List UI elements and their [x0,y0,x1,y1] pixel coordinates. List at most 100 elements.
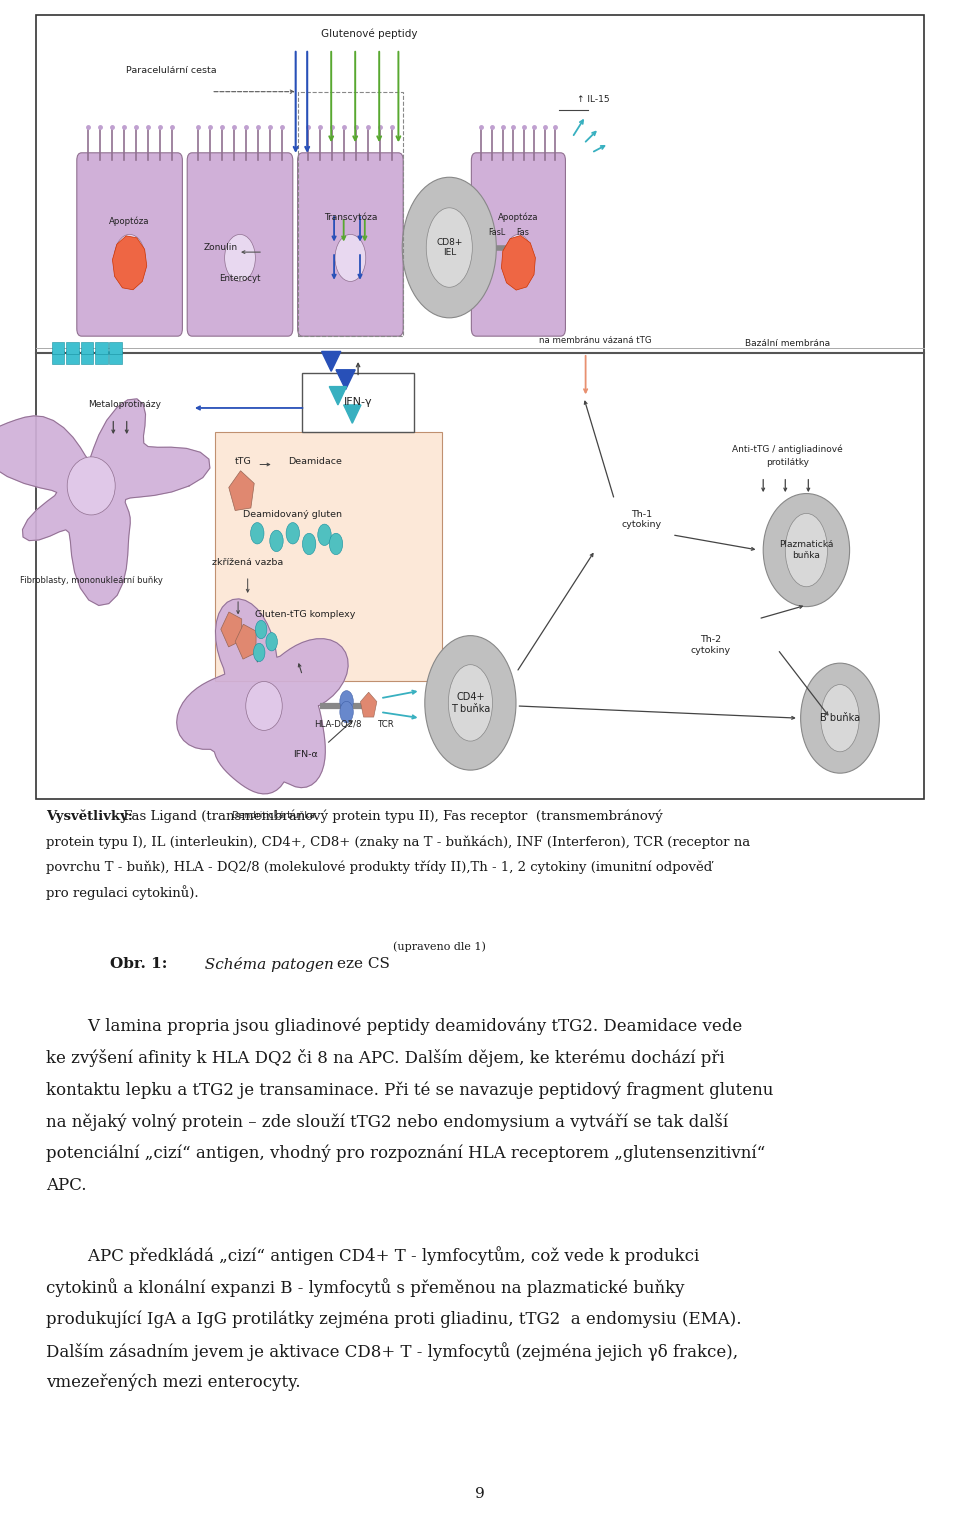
Text: Zonulin: Zonulin [204,243,238,252]
Text: IFN-α: IFN-α [293,750,318,759]
FancyBboxPatch shape [66,351,79,364]
Ellipse shape [785,513,828,587]
FancyBboxPatch shape [95,351,108,364]
Ellipse shape [114,234,145,281]
FancyBboxPatch shape [471,153,565,336]
Text: TCR: TCR [377,720,395,729]
Ellipse shape [763,494,850,607]
Text: APC předkládá „cizí“ antigen CD4+ T - lymfocytům, což vede k produkci: APC předkládá „cizí“ antigen CD4+ T - ly… [46,1247,699,1265]
Circle shape [340,701,353,723]
Ellipse shape [448,665,492,741]
Text: vmezeřených mezi enterocyty.: vmezeřených mezi enterocyty. [46,1374,300,1390]
Circle shape [286,523,300,544]
Circle shape [302,533,316,555]
Text: Paracelulární cesta: Paracelulární cesta [126,66,216,75]
Text: Dalším zásadním jevem je aktivace CD8+ T - lymfocytů (zejména jejich γδ frakce),: Dalším zásadním jevem je aktivace CD8+ T… [46,1342,738,1361]
FancyBboxPatch shape [95,342,108,354]
FancyBboxPatch shape [52,351,64,364]
Text: Fas Ligand (transmembránový protein typu II), Fas receptor  (transmembránový: Fas Ligand (transmembránový protein typu… [119,810,662,824]
Text: FasL: FasL [489,228,506,237]
FancyBboxPatch shape [187,153,293,336]
Text: V lamina propria jsou gliadinové peptidy deamidovány tTG2. Deamidace vede: V lamina propria jsou gliadinové peptidy… [46,1018,742,1034]
Ellipse shape [246,681,282,730]
FancyBboxPatch shape [109,351,122,364]
FancyBboxPatch shape [81,351,93,364]
Ellipse shape [335,234,366,281]
Text: CD4+
T buňka: CD4+ T buňka [451,692,490,714]
Text: protilátky: protilátky [766,458,808,468]
Text: Transcytóza: Transcytóza [324,212,377,222]
Text: na membránu vázaná tTG: na membránu vázaná tTG [539,336,652,345]
Text: B buňka: B buňka [820,714,860,723]
Text: Fibroblasty, mononukleární buňky: Fibroblasty, mononukleární buňky [20,576,162,585]
FancyBboxPatch shape [298,153,403,336]
Text: eze CS: eze CS [337,957,390,970]
Text: produkující IgA a IgG protilátky zejména proti gliadinu, tTG2  a endomysiu (EMA): produkující IgA a IgG protilátky zejména… [46,1309,741,1328]
Ellipse shape [424,636,516,770]
Polygon shape [0,399,210,605]
Text: ke zvýšení afinity k HLA DQ2 či 8 na APC. Dalším dějem, ke kterému dochází při: ke zvýšení afinity k HLA DQ2 či 8 na APC… [46,1050,725,1068]
Ellipse shape [801,663,879,773]
Text: protein typu I), IL (interleukin), CD4+, CD8+ (znaky na T - buňkách), INF (Inter: protein typu I), IL (interleukin), CD4+,… [46,834,751,848]
Text: Glutenové peptidy: Glutenové peptidy [322,29,418,38]
Text: 9: 9 [475,1487,485,1502]
Text: Th-1
cytokiny: Th-1 cytokiny [621,510,661,529]
Text: Gluten-tTG komplexy: Gluten-tTG komplexy [255,610,355,619]
Circle shape [253,643,265,662]
Ellipse shape [225,234,255,281]
Text: CD8+
IEL: CD8+ IEL [436,238,463,257]
FancyBboxPatch shape [302,373,414,432]
Ellipse shape [821,685,859,752]
Text: povrchu T - buňk), HLA - DQ2/8 (molekulové produkty třídy II),Th - 1, 2 cytokiny: povrchu T - buňk), HLA - DQ2/8 (molekulo… [46,860,712,874]
FancyBboxPatch shape [215,432,442,681]
Text: Deamidovaný gluten: Deamidovaný gluten [243,510,343,520]
Text: Apoptóza: Apoptóza [109,217,150,226]
Circle shape [255,620,267,639]
Text: IFN-γ: IFN-γ [344,397,372,406]
Text: Apoptóza: Apoptóza [498,212,539,222]
Polygon shape [344,405,361,423]
Circle shape [251,523,264,544]
FancyBboxPatch shape [81,342,93,354]
Ellipse shape [402,177,496,318]
FancyBboxPatch shape [77,153,182,336]
Text: HLA-DQ2/8: HLA-DQ2/8 [314,720,362,729]
Ellipse shape [67,457,115,515]
Polygon shape [177,599,348,795]
Text: APC.: APC. [46,1177,86,1193]
Text: tTG: tTG [234,457,252,466]
Circle shape [270,530,283,552]
Polygon shape [329,387,347,405]
Text: Obr. 1:: Obr. 1: [110,957,168,970]
Text: na nějaký volný protein – zde slouží tTG2 nebo endomysium a vytváří se tak další: na nějaký volný protein – zde slouží tTG… [46,1112,729,1131]
Ellipse shape [426,208,472,287]
Circle shape [318,524,331,545]
Text: Metaloprotinázy: Metaloprotinázy [88,400,161,410]
Text: Bazální membrána: Bazální membrána [745,339,829,348]
FancyBboxPatch shape [66,342,79,354]
Text: (upraveno dle 1): (upraveno dle 1) [393,941,486,952]
Text: Plazmatická
buňka: Plazmatická buňka [780,541,833,559]
FancyBboxPatch shape [109,342,122,354]
Text: Fas: Fas [516,228,529,237]
Text: ↑ IL-15: ↑ IL-15 [577,95,610,104]
Text: Th-2
cytokiny: Th-2 cytokiny [690,636,731,654]
Circle shape [329,533,343,555]
Polygon shape [336,370,355,390]
Circle shape [340,691,353,712]
Text: potenciální „cizí“ antigen, vhodný pro rozpoznání HLA receptorem „glutensenzitiv: potenciální „cizí“ antigen, vhodný pro r… [46,1144,765,1163]
Text: Anti-tTG / antigliadinové: Anti-tTG / antigliadinové [732,445,843,454]
Text: Vysvětlivky:: Vysvětlivky: [46,810,132,824]
Text: Schéma patogen: Schéma patogen [195,957,334,972]
Text: cytokinů a klonální expanzi B - lymfocytů s přeměnou na plazmatické buňky: cytokinů a klonální expanzi B - lymfocyt… [46,1279,684,1297]
Circle shape [266,633,277,651]
FancyBboxPatch shape [52,342,64,354]
Ellipse shape [505,234,532,281]
Text: Enterocyt: Enterocyt [219,274,261,283]
Text: zkřížená vazba: zkřížená vazba [212,558,283,567]
Text: Dendritická buňka: Dendritická buňka [232,811,315,821]
Text: pro regulaci cytokinů).: pro regulaci cytokinů). [46,885,199,900]
Text: Deamidace: Deamidace [288,457,342,466]
Text: kontaktu lepku a tTG2 je transaminace. Při té se navazuje peptidový fragment glu: kontaktu lepku a tTG2 je transaminace. P… [46,1082,774,1099]
Polygon shape [322,351,341,371]
